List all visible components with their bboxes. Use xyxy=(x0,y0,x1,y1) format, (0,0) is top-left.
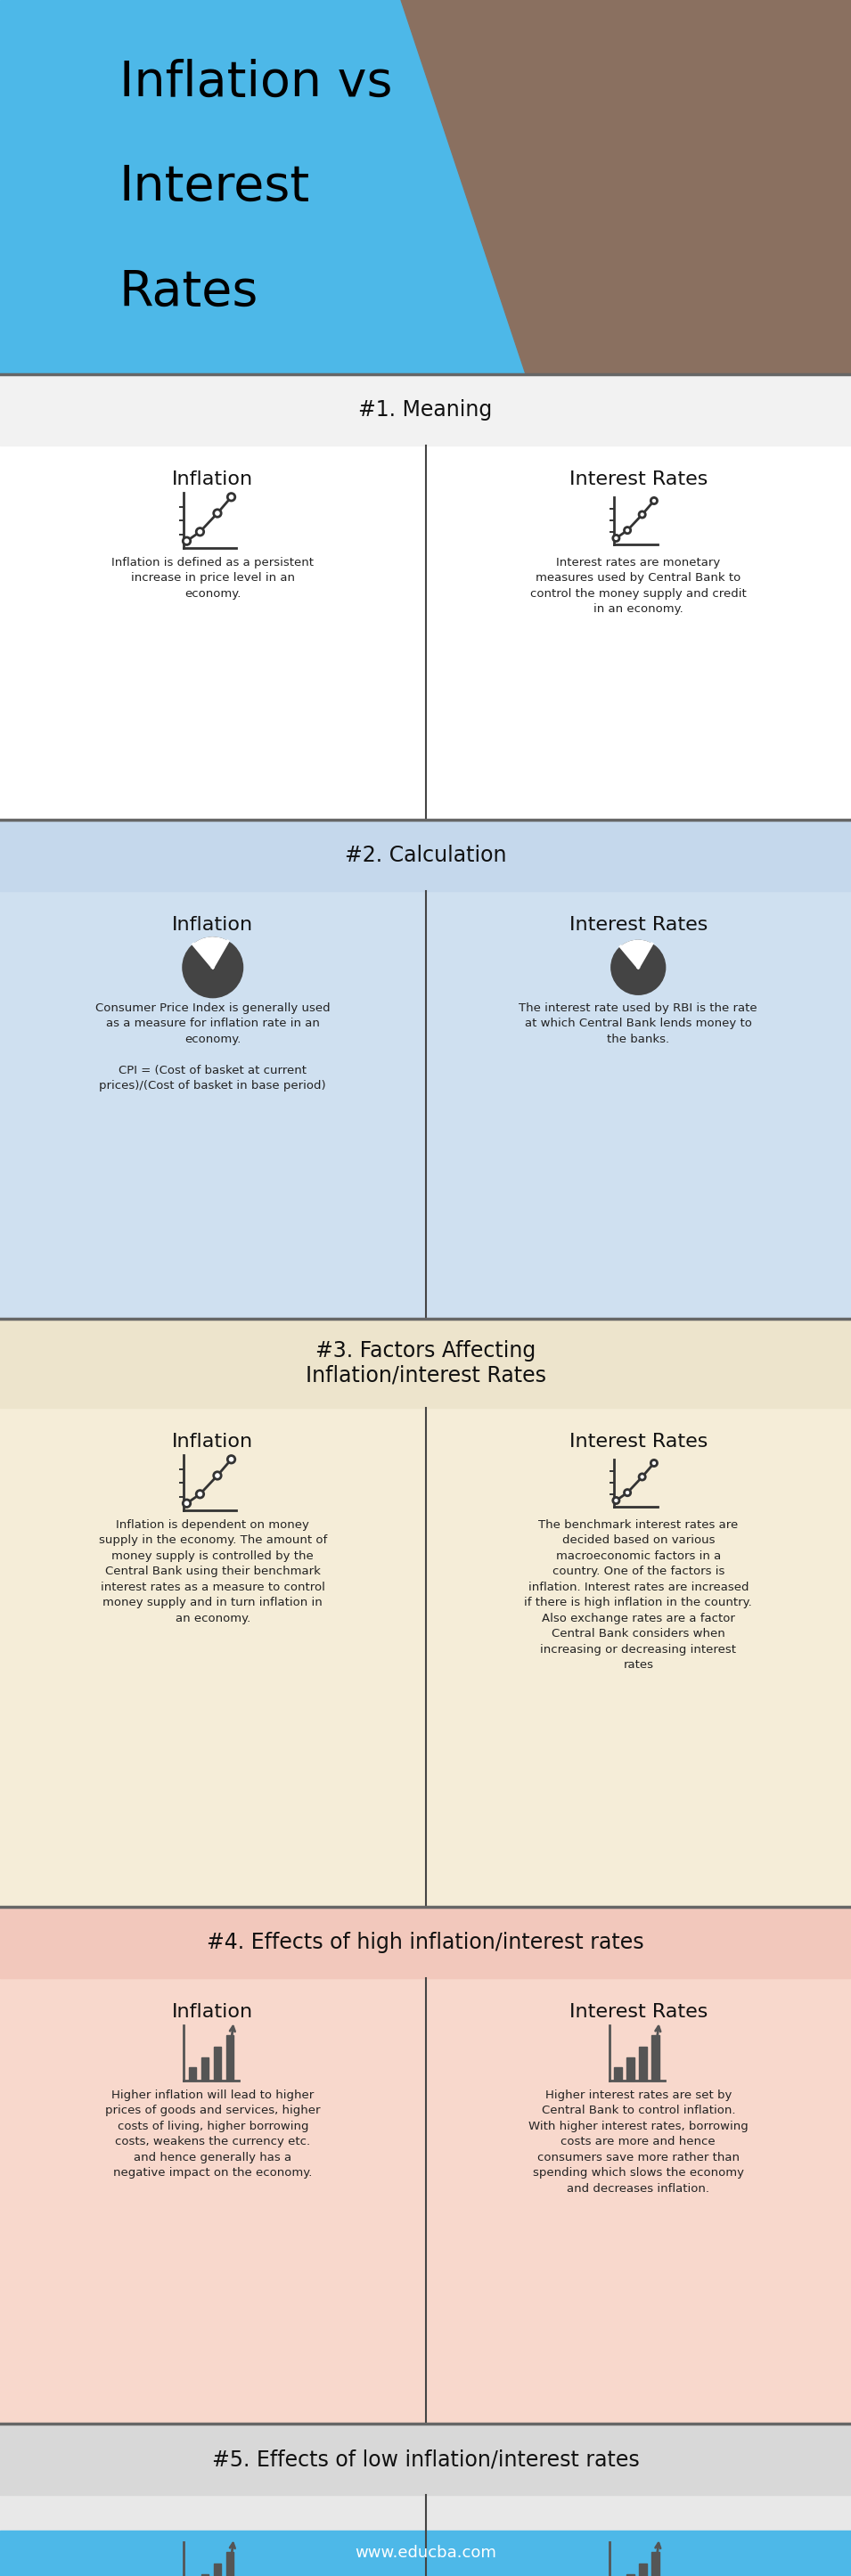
Text: #3. Factors Affecting
Inflation/interest Rates: #3. Factors Affecting Inflation/interest… xyxy=(306,1340,545,1386)
Text: Inflation is dependent on money
supply in the economy. The amount of
money suppl: Inflation is dependent on money supply i… xyxy=(99,1520,327,1623)
Text: Inflation is defined as a persistent
increase in price level in an
economy.: Inflation is defined as a persistent inc… xyxy=(111,556,314,600)
Text: #4. Effects of high inflation/interest rates: #4. Effects of high inflation/interest r… xyxy=(207,1932,644,1953)
Bar xyxy=(0,891,851,1319)
Text: Consumer Price Index is generally used
as a measure for inflation rate in an
eco: Consumer Price Index is generally used a… xyxy=(95,1002,330,1092)
Text: Inflation: Inflation xyxy=(172,2004,254,2022)
Bar xyxy=(0,1319,851,1409)
Text: Inflation vs: Inflation vs xyxy=(119,59,392,106)
Bar xyxy=(639,2045,647,2081)
Bar xyxy=(0,2530,851,2576)
Circle shape xyxy=(227,1455,235,1463)
Circle shape xyxy=(183,1499,191,1507)
Circle shape xyxy=(625,528,631,533)
Bar xyxy=(472,0,851,374)
Bar xyxy=(0,819,851,891)
Bar xyxy=(0,2496,851,2576)
Text: #1. Meaning: #1. Meaning xyxy=(358,399,493,420)
Text: Interest: Interest xyxy=(119,162,310,211)
Text: Interest Rates: Interest Rates xyxy=(569,2004,707,2022)
Text: Inflation: Inflation xyxy=(172,1432,254,1450)
Text: Higher inflation will lead to higher
prices of goods and services, higher
costs : Higher inflation will lead to higher pri… xyxy=(106,2089,320,2179)
Bar xyxy=(214,2045,221,2081)
Text: The interest rate used by RBI is the rate
at which Central Bank lends money to
t: The interest rate used by RBI is the rat… xyxy=(519,1002,757,1046)
Circle shape xyxy=(197,528,203,536)
Bar xyxy=(0,446,851,819)
Circle shape xyxy=(214,510,221,518)
Text: Interest rates are monetary
measures used by Central Bank to
control the money s: Interest rates are monetary measures use… xyxy=(530,556,746,616)
Circle shape xyxy=(183,938,243,997)
Bar xyxy=(202,2058,208,2081)
Text: Higher interest rates are set by
Central Bank to control inflation.
With higher : Higher interest rates are set by Central… xyxy=(528,2089,748,2195)
Circle shape xyxy=(613,1497,620,1504)
Ellipse shape xyxy=(184,943,242,997)
Circle shape xyxy=(651,497,657,505)
Wedge shape xyxy=(621,940,652,969)
Bar xyxy=(189,2066,197,2081)
Bar xyxy=(0,374,851,446)
Text: Rates: Rates xyxy=(119,268,259,317)
Circle shape xyxy=(611,940,665,994)
Text: The benchmark interest rates are
decided based on various
macroeconomic factors : The benchmark interest rates are decided… xyxy=(524,1520,752,1672)
Bar xyxy=(639,2563,647,2576)
Text: Interest Rates: Interest Rates xyxy=(569,471,707,489)
Circle shape xyxy=(227,492,235,500)
Bar xyxy=(627,2058,634,2081)
Bar xyxy=(0,0,472,374)
Bar xyxy=(652,2035,660,2081)
Circle shape xyxy=(639,1473,645,1481)
Bar xyxy=(614,2066,622,2081)
Bar xyxy=(214,2563,221,2576)
Bar xyxy=(0,1906,851,1978)
Circle shape xyxy=(183,538,191,544)
Bar xyxy=(652,2553,660,2576)
Text: #5. Effects of low inflation/interest rates: #5. Effects of low inflation/interest ra… xyxy=(212,2450,639,2470)
Polygon shape xyxy=(401,0,526,374)
Circle shape xyxy=(651,1461,657,1466)
Circle shape xyxy=(197,1492,203,1497)
Circle shape xyxy=(613,536,620,541)
Text: Inflation: Inflation xyxy=(172,471,254,489)
Text: #2. Calculation: #2. Calculation xyxy=(345,845,506,866)
Wedge shape xyxy=(193,938,228,969)
Circle shape xyxy=(214,1471,221,1479)
Polygon shape xyxy=(401,0,526,374)
Circle shape xyxy=(625,1489,631,1497)
Text: Interest Rates: Interest Rates xyxy=(569,917,707,935)
Ellipse shape xyxy=(613,945,664,994)
Bar xyxy=(0,1409,851,1906)
Circle shape xyxy=(639,513,645,518)
Bar xyxy=(0,1978,851,2424)
Text: Inflation: Inflation xyxy=(172,917,254,935)
Bar xyxy=(226,2553,234,2576)
Text: www.educba.com: www.educba.com xyxy=(355,2545,496,2561)
Bar xyxy=(0,2424,851,2496)
Bar xyxy=(226,2035,234,2081)
Text: Interest Rates: Interest Rates xyxy=(569,1432,707,1450)
